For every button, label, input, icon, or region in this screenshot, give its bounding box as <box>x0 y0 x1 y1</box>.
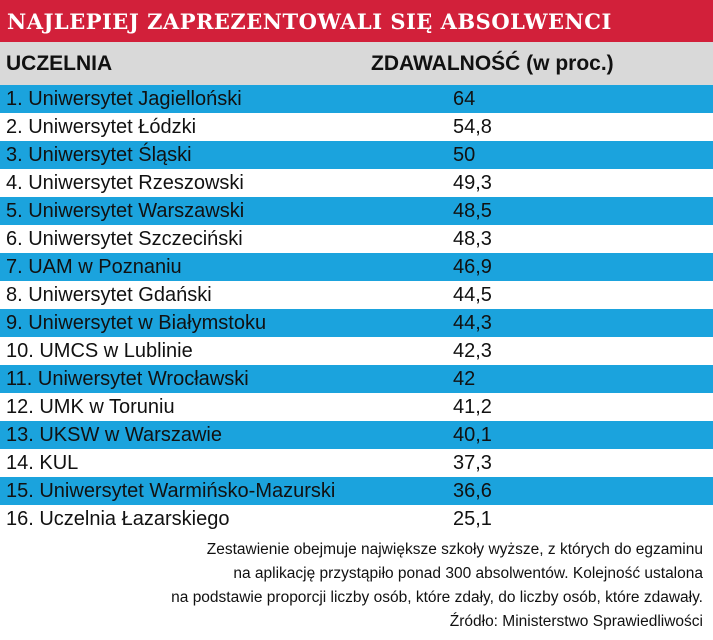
university-name-cell: 15. Uniwersytet Warmińsko-Mazurski <box>6 480 336 502</box>
table-row: 2. Uniwersytet Łódzki 54,8 <box>0 113 713 141</box>
pass-rate-cell: 44,5 <box>453 284 492 306</box>
university-name-cell: 13. UKSW w Warszawie <box>6 424 222 446</box>
pass-rate-cell: 64 <box>453 88 476 110</box>
university-name-cell: 14. KUL <box>6 452 79 474</box>
pass-rate-cell: 46,9 <box>453 256 492 278</box>
title-bar: NAJLEPIEJ ZAPREZENTOWALI SIĘ ABSOLWENCI <box>0 0 713 42</box>
footnote-line: na aplikację przystąpiło ponad 300 absol… <box>233 565 703 582</box>
table-row: 10. UMCS w Lublinie 42,3 <box>0 337 713 365</box>
table-row: 1. Uniwersytet Jagielloński 64 <box>0 85 713 113</box>
table-row: 9. Uniwersytet w Białymstoku 44,3 <box>0 309 713 337</box>
pass-rate-cell: 42,3 <box>453 340 492 362</box>
university-name-cell: 2. Uniwersytet Łódzki <box>6 116 197 138</box>
table-row: 16. Uczelnia Łazarskiego 25,1 <box>0 505 713 533</box>
pass-rate-cell: 36,6 <box>453 480 492 502</box>
pass-rate-cell: 44,3 <box>453 312 492 334</box>
footnote-line: na podstawie proporcji liczby osób, któr… <box>171 589 703 606</box>
table-row: 15. Uniwersytet Warmińsko-Mazurski 36,6 <box>0 477 713 505</box>
table-row: 14. KUL 37,3 <box>0 449 713 477</box>
university-name-cell: 7. UAM w Poznaniu <box>6 256 182 278</box>
footnote-line: Zestawienie obejmuje największe szkoły w… <box>206 541 703 558</box>
column-header-university: UCZELNIA <box>6 52 113 75</box>
table-row: 6. Uniwersytet Szczeciński 48,3 <box>0 225 713 253</box>
pass-rate-cell: 54,8 <box>453 116 492 138</box>
table-row: 8. Uniwersytet Gdański 44,5 <box>0 281 713 309</box>
university-name-cell: 11. Uniwersytet Wrocławski <box>6 368 249 390</box>
university-name-cell: 8. Uniwersytet Gdański <box>6 284 212 306</box>
table-row: 13. UKSW w Warszawie 40,1 <box>0 421 713 449</box>
university-name-cell: 3. Uniwersytet Śląski <box>6 144 192 166</box>
university-name-cell: 10. UMCS w Lublinie <box>6 340 193 362</box>
university-name-cell: 5. Uniwersytet Warszawski <box>6 200 245 222</box>
university-name-cell: 16. Uczelnia Łazarskiego <box>6 508 230 530</box>
pass-rate-cell: 25,1 <box>453 508 492 530</box>
source-line: Źródło: Ministerstwo Sprawiedliwości <box>449 613 703 630</box>
pass-rate-cell: 48,3 <box>453 228 492 250</box>
table-row: 12. UMK w Toruniu 41,2 <box>0 393 713 421</box>
university-name-cell: 4. Uniwersytet Rzeszowski <box>6 172 244 194</box>
pass-rate-cell: 48,5 <box>453 200 492 222</box>
university-name-cell: 12. UMK w Toruniu <box>6 396 175 418</box>
table-row: 4. Uniwersytet Rzeszowski 49,3 <box>0 169 713 197</box>
pass-rate-cell: 40,1 <box>453 424 492 446</box>
university-name-cell: 1. Uniwersytet Jagielloński <box>6 88 242 110</box>
university-name-cell: 9. Uniwersytet w Białymstoku <box>6 312 267 334</box>
pass-rate-cell: 50 <box>453 144 476 166</box>
column-header-pass-rate: ZDAWALNOŚĆ (w proc.) <box>371 52 614 75</box>
pass-rate-cell: 41,2 <box>453 396 492 418</box>
pass-rate-cell: 42 <box>453 368 476 390</box>
pass-rate-cell: 49,3 <box>453 172 492 194</box>
pass-rate-cell: 37,3 <box>453 452 492 474</box>
table-row: 7. UAM w Poznaniu 46,9 <box>0 253 713 281</box>
table-title: NAJLEPIEJ ZAPREZENTOWALI SIĘ ABSOLWENCI <box>7 8 612 34</box>
column-header-row: UCZELNIA ZDAWALNOŚĆ (w proc.) <box>0 42 713 85</box>
table-row: 3. Uniwersytet Śląski 50 <box>0 141 713 169</box>
table-row: 11. Uniwersytet Wrocławski 42 <box>0 365 713 393</box>
footnote: Zestawienie obejmuje największe szkoły w… <box>3 538 703 634</box>
university-name-cell: 6. Uniwersytet Szczeciński <box>6 228 243 250</box>
table-body: 1. Uniwersytet Jagielloński 64 2. Uniwersy… <box>0 85 713 533</box>
table-row: 5. Uniwersytet Warszawski 48,5 <box>0 197 713 225</box>
